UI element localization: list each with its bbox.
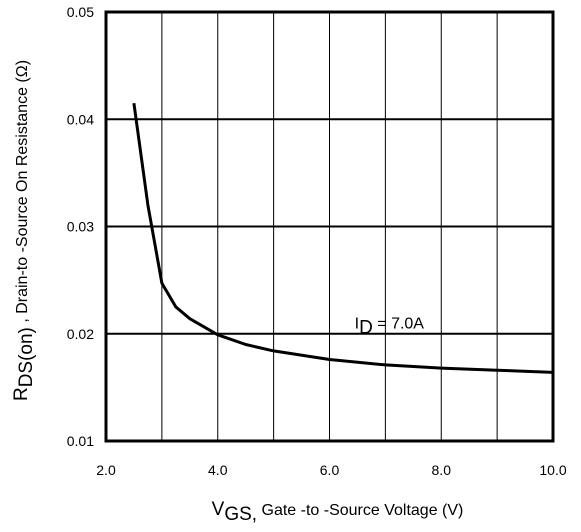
x-tick-label: 8.0 [432,462,452,478]
x-tick-label: 2.0 [96,462,116,478]
annotation-sub: D [359,317,373,338]
annotation-main: I [355,315,359,332]
x-title-rest: Gate -to -Source Voltage (V) [257,502,463,519]
tick-labels: 2.0 4.0 6.0 8.0 10.0 0.01 0.02 0.03 0.04 0.05 [67,4,567,478]
series-line [132,102,554,374]
y-tick-label: 0.02 [67,326,94,342]
y-title-sub: DS(on) [16,327,37,387]
x-tick-label: 10.0 [539,462,566,478]
grid [106,12,553,441]
curve-annotation: ID = 7.0A [355,315,425,338]
y-axis-title: RDS(on) , Drain-to -Source On Resistance… [11,60,37,401]
x-title-main: V [212,499,225,520]
y-tick-label: 0.05 [67,4,94,20]
x-tick-label: 4.0 [208,462,228,478]
y-tick-label: 0.03 [67,219,94,235]
x-axis-title: VGS, Gate -to -Source Voltage (V) [212,499,464,525]
plot-frame [104,10,555,443]
x-title-sub: GS, [224,504,257,525]
y-title-rest: , Drain-to -Source On Resistance (Ω) [14,60,31,327]
y-title-main: R [11,387,32,401]
x-tick-label: 6.0 [320,462,340,478]
annotation-rest: = 7.0A [373,315,424,332]
y-tick-label: 0.01 [67,433,94,449]
series-layer [132,102,554,374]
y-tick-label: 0.04 [67,111,94,127]
